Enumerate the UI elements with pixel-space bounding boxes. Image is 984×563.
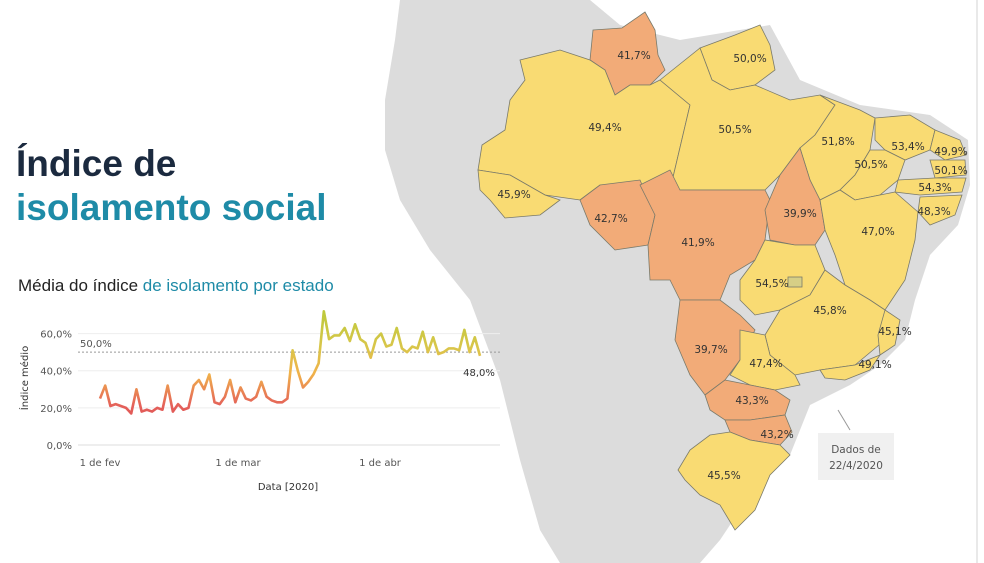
y-tick-label: 0,0% (47, 441, 72, 452)
state-df[interactable] (787, 276, 803, 288)
y-tick-label: 40,0% (40, 367, 72, 378)
state-regions (477, 11, 967, 531)
data-date-note: Dados de 22/4/2020 (818, 433, 894, 480)
state-label-am: 49,4% (588, 122, 621, 134)
state-mt[interactable] (639, 169, 771, 301)
state-label-ba: 47,0% (861, 226, 894, 238)
subtitle-part-2: de isolamento por estado (142, 276, 334, 295)
state-label-ce: 53,4% (891, 141, 924, 153)
x-tick-label: 1 de mar (215, 458, 261, 469)
state-label-al: 48,3% (917, 206, 950, 218)
x-tick-label: 1 de fev (80, 458, 121, 469)
subtitle-part-1: Média do índice (18, 276, 143, 295)
state-label-mg: 45,8% (813, 305, 846, 317)
reference-line-label: 50,0% (80, 339, 112, 350)
note-line-1: Dados de (831, 444, 881, 456)
state-rj[interactable] (819, 354, 882, 381)
state-label-pi: 50,5% (854, 159, 887, 171)
chart-subtitle: Média do índice de isolamento por estado (18, 276, 334, 296)
state-label-to: 39,9% (783, 208, 816, 220)
state-rs[interactable] (677, 431, 791, 531)
state-label-ac: 45,9% (497, 189, 530, 201)
state-label-pr: 43,3% (735, 395, 768, 407)
state-label-rs: 45,5% (707, 470, 740, 482)
state-label-rn: 49,9% (934, 146, 967, 158)
state-label-sc: 43,2% (760, 429, 793, 441)
state-label-pa: 50,5% (718, 124, 751, 136)
title-line-1: Índice de (16, 143, 177, 184)
state-label-pe: 54,3% (918, 182, 951, 194)
state-al[interactable] (917, 194, 963, 226)
note-line-2: 22/4/2020 (829, 460, 883, 472)
state-ce[interactable] (874, 114, 936, 161)
title-line-2: isolamento social (16, 187, 327, 228)
state-label-rj: 49,1% (858, 359, 891, 371)
state-label-sp: 47,4% (749, 358, 782, 370)
page-edge-divider (976, 0, 978, 563)
line-chart: 0,0% 20,0% 40,0% 60,0% 1 de fev 1 de mar 1 de … (18, 309, 500, 493)
state-label-pb: 50,1% (934, 165, 967, 177)
state-pr[interactable] (704, 379, 791, 421)
x-axis-title: Data [2020] (258, 482, 318, 493)
state-ac[interactable] (477, 169, 561, 219)
state-label-go: 54,5% (755, 278, 788, 290)
state-label-ro: 42,7% (594, 213, 627, 225)
state-rn[interactable] (929, 129, 967, 161)
state-to[interactable] (764, 147, 826, 246)
state-es[interactable] (877, 309, 901, 356)
x-tick-label: 1 de abr (359, 458, 402, 469)
state-label-rr: 41,7% (617, 50, 650, 62)
y-tick-label: 20,0% (40, 404, 72, 415)
series-line-indice-medio (98, 309, 482, 415)
state-labels: 41,7% 50,0%49,4% 50,5%51,8% 53,4% 49,9%50,1%… (497, 50, 967, 482)
state-ms[interactable] (674, 299, 756, 396)
state-sp[interactable] (729, 329, 801, 391)
state-label-ma: 51,8% (821, 136, 854, 148)
y-tick-label: 60,0% (40, 330, 72, 341)
last-value-label: 48,0% (463, 368, 495, 379)
state-label-mt: 41,9% (681, 237, 714, 249)
state-ba[interactable] (819, 189, 919, 311)
page-title: Índice de isolamento social (16, 142, 327, 230)
state-label-ms: 39,7% (694, 344, 727, 356)
state-pb[interactable] (929, 159, 967, 179)
state-label-es: 45,1% (878, 326, 911, 338)
state-label-ap: 50,0% (733, 53, 766, 65)
y-axis-title: Índice médio (18, 346, 31, 410)
